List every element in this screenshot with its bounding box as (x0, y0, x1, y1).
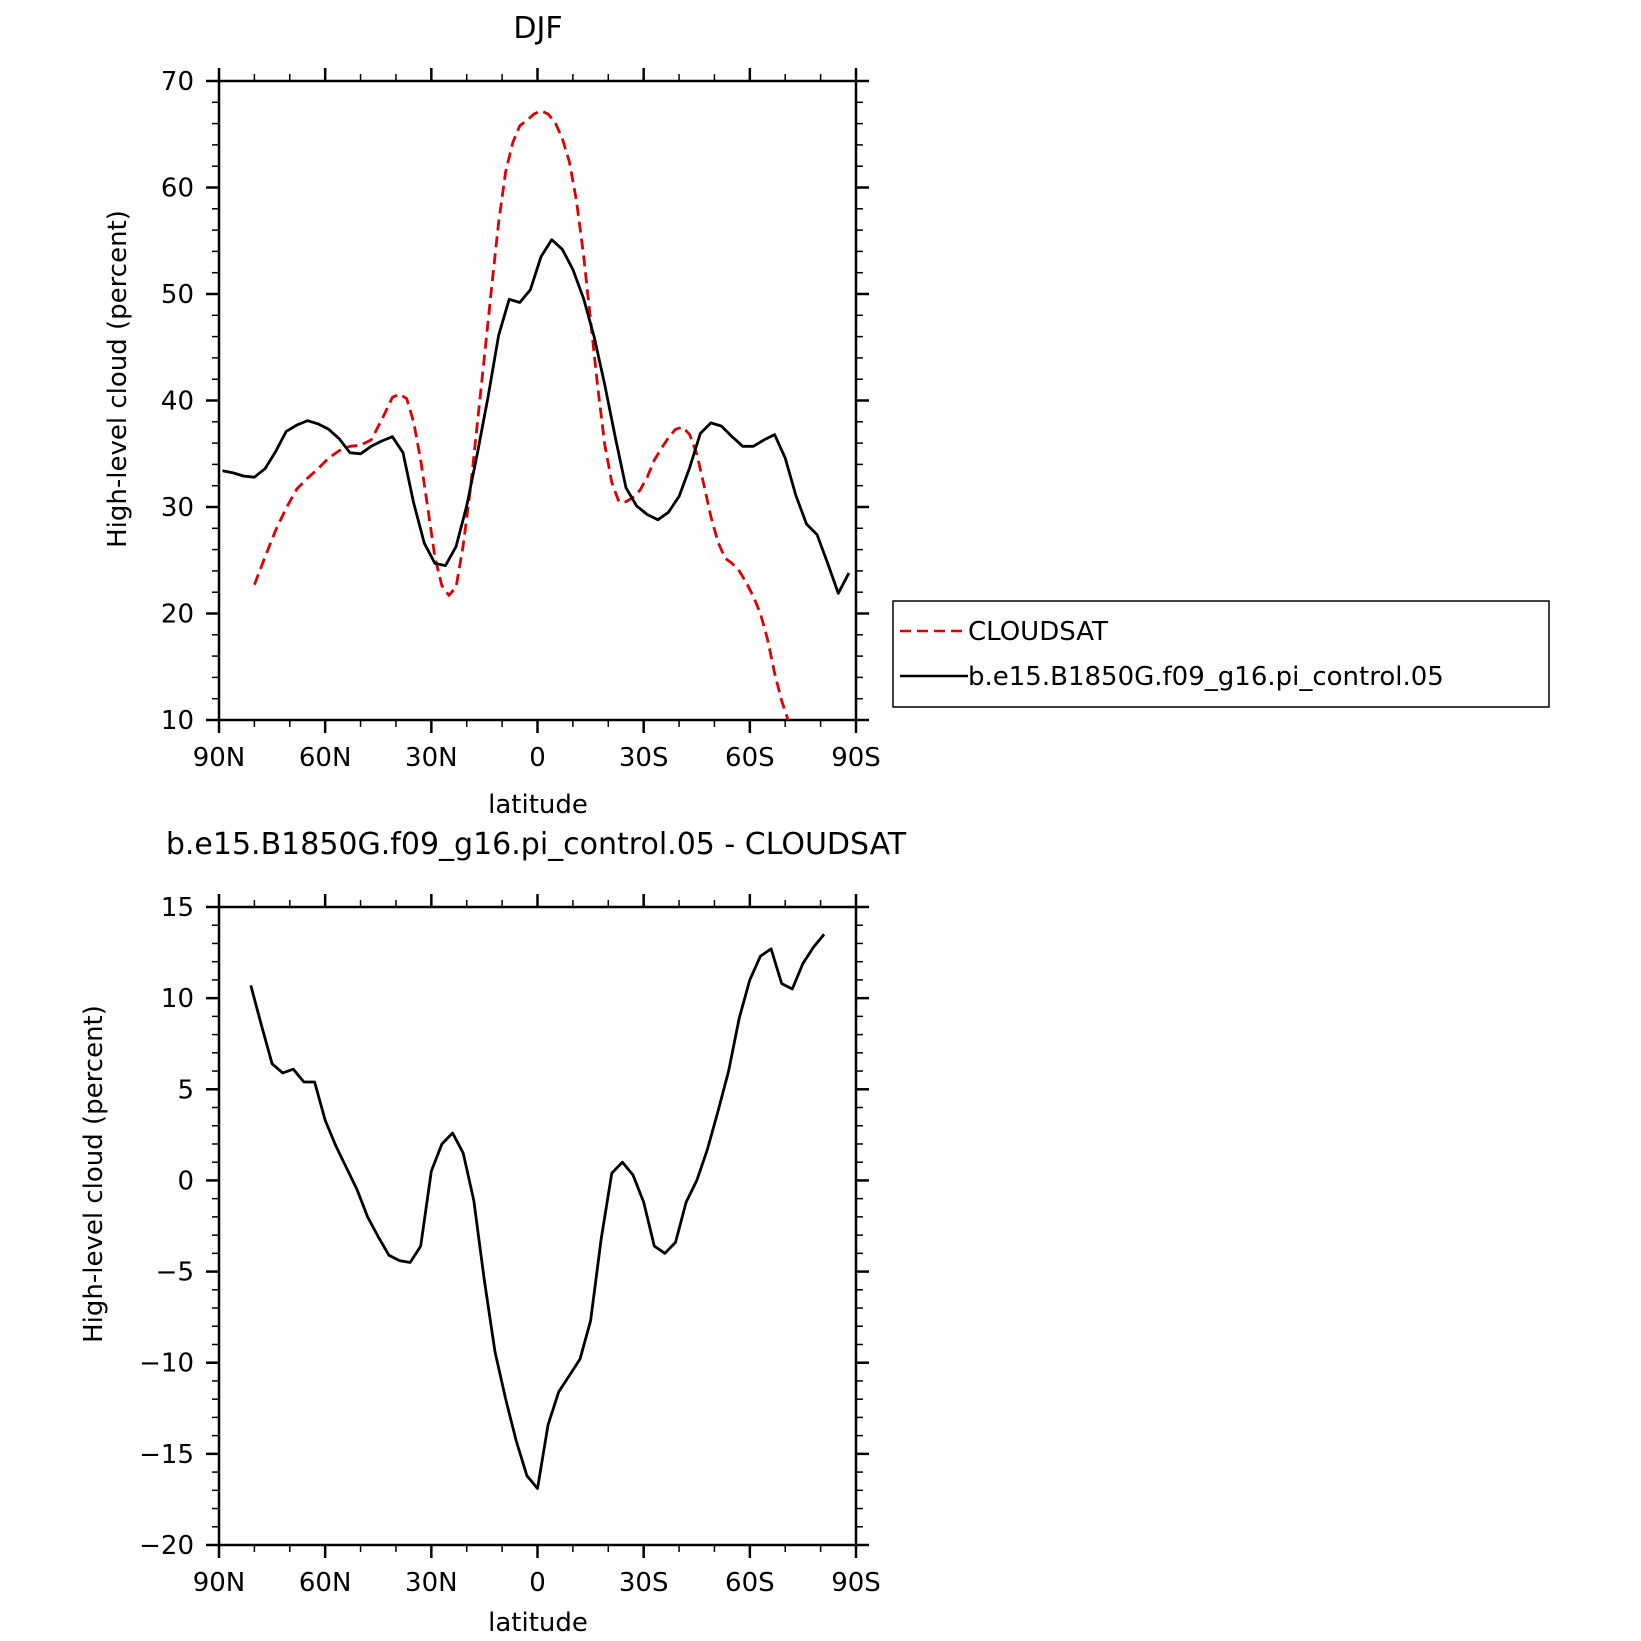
y-tick-label: 10 (161, 706, 194, 736)
plot-frame (217, 79, 858, 722)
x-tick-label: 60N (299, 743, 352, 773)
legend-box (892, 600, 1550, 708)
x-tick-label: 30N (405, 1568, 458, 1598)
x-tick-label: 0 (529, 1568, 546, 1598)
x-tick-label: 60S (725, 743, 775, 773)
y-tick-label: 40 (161, 387, 194, 417)
legend-label-model: b.e15.B1850G.f09_g16.pi_control.05 (968, 662, 1444, 692)
panel-title: DJF (513, 11, 562, 46)
x-tick-label: 60S (725, 1568, 775, 1598)
y-tick-label: 10 (161, 984, 194, 1014)
series-line-0 (249, 933, 826, 1490)
x-tick-label: 90N (193, 743, 246, 773)
y-tick-label: 15 (161, 893, 194, 923)
x-tick-label: 0 (529, 743, 546, 773)
y-tick-label: 5 (177, 1075, 194, 1105)
y-tick-label: −10 (139, 1349, 194, 1379)
x-axis-label: latitude (488, 790, 588, 820)
plot-area: 90N 60N 30N 0 30S 60S 90S −20 −15 −10 −5 0 5 10 15 (139, 893, 881, 1598)
y-tick-label: 30 (161, 493, 194, 523)
y-tick-label: 60 (161, 174, 194, 204)
y-tick-label: −20 (139, 1531, 194, 1561)
panel-title: b.e15.B1850G.f09_g16.pi_control.05 - CLO… (166, 827, 907, 862)
y-tick-label: −5 (156, 1258, 194, 1288)
y-tick-label: 70 (161, 67, 194, 97)
legend: CLOUDSAT b.e15.B1850G.f09_g16.pi_control… (892, 600, 1550, 708)
series-line-0 (253, 109, 790, 720)
x-tick-label: 90N (193, 1568, 246, 1598)
y-axis-label: High-level cloud (percent) (79, 1005, 109, 1343)
x-axis-label: latitude (488, 1608, 588, 1638)
y-tick-label: −15 (139, 1440, 194, 1470)
x-tick-label: 90S (831, 1568, 881, 1598)
djf-panel: DJF 90N 60N 30N 0 30S 60S 90S 10 20 30 40 50 60 70 la… (103, 11, 881, 820)
plot-frame (217, 905, 858, 1547)
x-tick-label: 90S (831, 743, 881, 773)
x-tick-label: 60N (299, 1568, 352, 1598)
legend-label-cloudsat: CLOUDSAT (968, 617, 1108, 647)
y-tick-label: 0 (177, 1166, 194, 1196)
x-tick-label: 30S (619, 1568, 669, 1598)
x-tick-label: 30N (405, 743, 458, 773)
y-axis-label: High-level cloud (percent) (103, 210, 133, 548)
series-line-1 (222, 238, 851, 595)
y-tick-label: 20 (161, 600, 194, 630)
y-tick-label: 50 (161, 280, 194, 310)
x-tick-label: 30S (619, 743, 669, 773)
difference-panel: b.e15.B1850G.f09_g16.pi_control.05 - CLO… (79, 827, 907, 1638)
plot-area: 90N 60N 30N 0 30S 60S 90S 10 20 30 40 50 60 70 (161, 67, 881, 773)
